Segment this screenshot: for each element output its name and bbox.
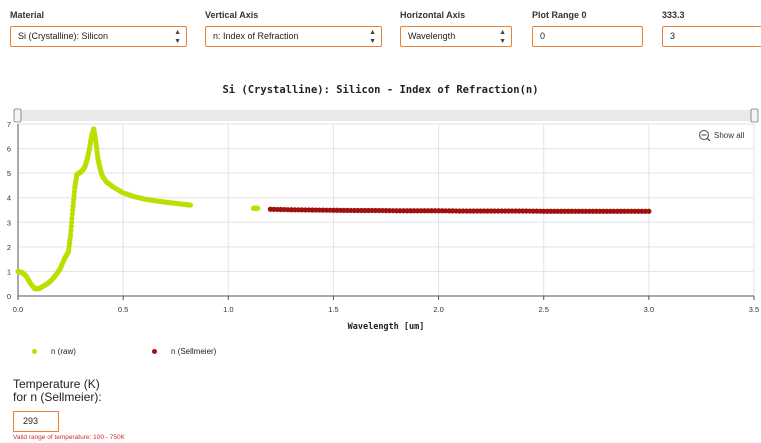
vertical-axis-select[interactable]: n: Index of Refraction ▲ ▼ (205, 26, 382, 47)
y-tick-label: 7 (7, 120, 11, 129)
zoom-out-icon (699, 130, 709, 140)
show-all-label: Show all (714, 131, 744, 140)
legend-label-sellmeier: n (Sellmeier) (171, 347, 217, 356)
material-label: Material (10, 10, 45, 20)
zoom-out-icon-handle (706, 137, 711, 142)
series-raw (15, 126, 261, 292)
data-point-fill (68, 223, 74, 229)
horizontal-axis-select-value: Wavelength (408, 31, 456, 41)
select-arrows-icon: ▲ ▼ (499, 29, 506, 45)
navigator-handle-left (13, 108, 22, 123)
x-tick-label: 1.5 (328, 305, 338, 314)
navigator-handle-right (750, 108, 759, 123)
x-tick-label: 0.5 (118, 305, 128, 314)
data-point-fill (69, 211, 75, 217)
chart-title: Si (Crystalline): Silicon - Index of Ref… (222, 84, 539, 96)
y-tick-label: 0 (7, 292, 11, 301)
vertical-axis-select-value: n: Index of Refraction (213, 31, 299, 41)
x-tick-label: 3.0 (644, 305, 654, 314)
legend-dot-sellmeier (152, 349, 157, 355)
temperature-range-note: Valid range of temperature: 100 - 750K (13, 434, 125, 441)
plot-range-max-label: 333.3 (662, 10, 685, 20)
select-arrows-icon: ▲ ▼ (369, 29, 376, 45)
material-select-value: Si (Crystalline): Silicon (18, 31, 109, 41)
data-point-fill (69, 215, 75, 221)
select-arrows-icon: ▲ ▼ (174, 29, 181, 45)
x-tick-label: 2.5 (538, 305, 548, 314)
series-sellmeier (267, 206, 652, 214)
temperature-input[interactable]: 293 (13, 411, 59, 432)
data-point (255, 205, 261, 211)
material-select[interactable]: Si (Crystalline): Silicon ▲ ▼ (10, 26, 187, 47)
plot-range-label: Plot Range 0 (532, 10, 587, 20)
data-point-fill (68, 227, 74, 234)
legend-dot-raw (32, 349, 37, 355)
navigator-band (18, 110, 754, 121)
x-tick-label: 2.0 (433, 305, 443, 314)
data-point (646, 208, 652, 214)
x-tick-label: 0.0 (13, 305, 23, 314)
plot-range-min-input[interactable]: 0 (532, 26, 643, 47)
x-axis-label: Wavelength [um] (348, 322, 425, 332)
show-all-button[interactable]: Show all (699, 130, 745, 142)
plot-range-max-input[interactable]: 3 (662, 26, 761, 47)
x-tick-label: 1.0 (223, 305, 233, 314)
data-point (187, 202, 194, 208)
legend-item-sellmeier[interactable]: n (Sellmeier) (152, 347, 216, 356)
legend-item-raw[interactable]: n (raw) (32, 347, 76, 356)
y-tick-label: 4 (7, 194, 11, 203)
temperature-label-line2: for n (Sellmeier): (13, 390, 102, 404)
y-tick-label: 2 (7, 243, 11, 252)
temperature-label: Temperature (K) for n (Sellmeier): (13, 378, 102, 404)
y-tick-label: 1 (7, 267, 11, 276)
y-tick-label: 5 (7, 169, 11, 178)
y-tick-label: 6 (7, 145, 11, 154)
refraction-chart: 0 1 2 3 4 5 6 7 0.0 0.5 1.0 1.5 2.0 2.5 3.0 3.5 Waveleng… (7, 108, 759, 332)
data-point-fill (69, 219, 75, 225)
y-tick-label: 3 (7, 218, 11, 227)
horizontal-axis-select[interactable]: Wavelength ▲ ▼ (400, 26, 512, 47)
temperature-label-line1: Temperature (K) (13, 377, 100, 391)
horizontal-axis-label: Horizontal Axis (400, 10, 466, 20)
x-tick-label: 3.5 (749, 305, 759, 314)
legend-label-raw: n (raw) (51, 347, 76, 356)
vertical-axis-label: Vertical Axis (205, 10, 259, 20)
data-point (67, 231, 74, 238)
